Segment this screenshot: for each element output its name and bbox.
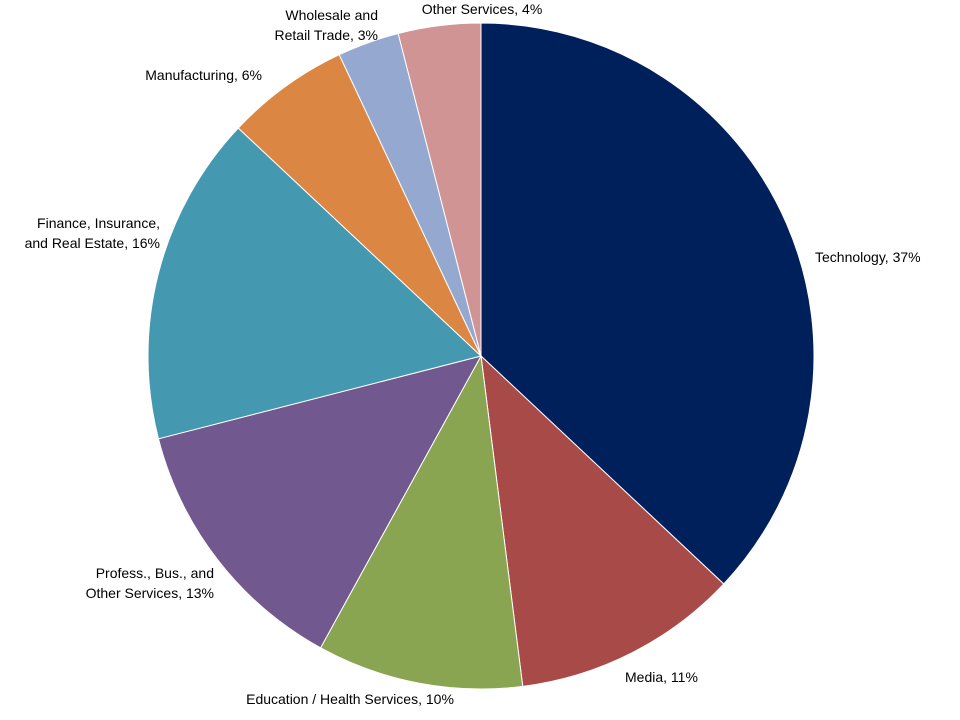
labels-layer: Technology, 37% Media, 11% Education / Hea… [25, 1, 921, 707]
data-label-education-health-services: Education / Health Services, 10% [246, 691, 454, 707]
pie-slice-media [480, 354, 725, 687]
data-label-technology: Technology, 37% [815, 249, 921, 265]
data-label-finance-insurance-and-real-estate: Finance, Insurance, and Real Estate, 16% [25, 215, 160, 251]
data-label-wholesale-and-retail-trade: Wholesale and Retail Trade, 3% [275, 7, 379, 43]
pie-slice-other-services [397, 22, 482, 357]
data-label-profess-bus-and-other-services: Profess., Bus., and Other Services, 13% [86, 565, 214, 601]
pie-slice-manufacturing [237, 54, 482, 357]
data-label-manufacturing: Manufacturing, 6% [145, 67, 262, 83]
data-label-other-services: Other Services, 4% [422, 1, 543, 17]
pie-slice-technology [480, 22, 815, 585]
pie-slice-profess-bus-and-other-services [157, 355, 482, 649]
pie-slice-education-health-services [319, 354, 524, 690]
slices-layer [147, 22, 815, 690]
pie-slice-finance-insurance-and-real-estate [147, 127, 483, 440]
data-label-media: Media, 11% [625, 669, 698, 685]
